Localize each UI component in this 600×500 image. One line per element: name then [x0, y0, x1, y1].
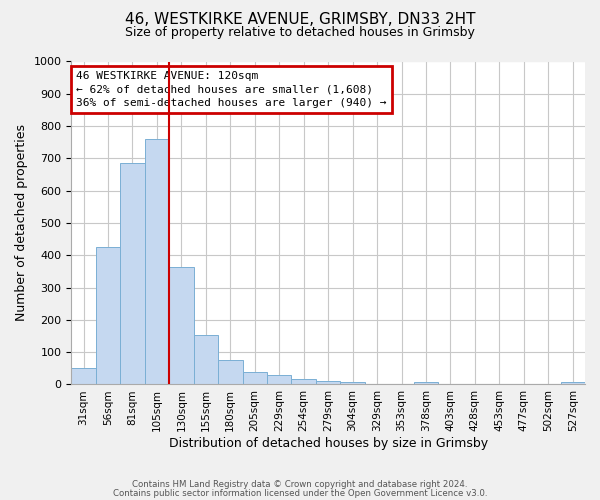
- Bar: [169, 266, 194, 384]
- Bar: [71, 368, 96, 384]
- Text: Size of property relative to detached houses in Grimsby: Size of property relative to detached ho…: [125, 26, 475, 39]
- Text: Contains HM Land Registry data © Crown copyright and database right 2024.: Contains HM Land Registry data © Crown c…: [132, 480, 468, 489]
- Bar: [560, 382, 585, 384]
- Bar: [242, 372, 267, 384]
- Bar: [292, 378, 316, 384]
- Bar: [414, 382, 438, 384]
- Bar: [340, 382, 365, 384]
- Bar: [316, 380, 340, 384]
- Bar: [267, 375, 292, 384]
- Bar: [96, 247, 120, 384]
- X-axis label: Distribution of detached houses by size in Grimsby: Distribution of detached houses by size …: [169, 437, 488, 450]
- Text: Contains public sector information licensed under the Open Government Licence v3: Contains public sector information licen…: [113, 488, 487, 498]
- Bar: [194, 336, 218, 384]
- Bar: [218, 360, 242, 384]
- Y-axis label: Number of detached properties: Number of detached properties: [15, 124, 28, 322]
- Text: 46 WESTKIRKE AVENUE: 120sqm
← 62% of detached houses are smaller (1,608)
36% of : 46 WESTKIRKE AVENUE: 120sqm ← 62% of det…: [76, 71, 387, 108]
- Text: 46, WESTKIRKE AVENUE, GRIMSBY, DN33 2HT: 46, WESTKIRKE AVENUE, GRIMSBY, DN33 2HT: [125, 12, 475, 28]
- Bar: [120, 163, 145, 384]
- Bar: [145, 139, 169, 384]
